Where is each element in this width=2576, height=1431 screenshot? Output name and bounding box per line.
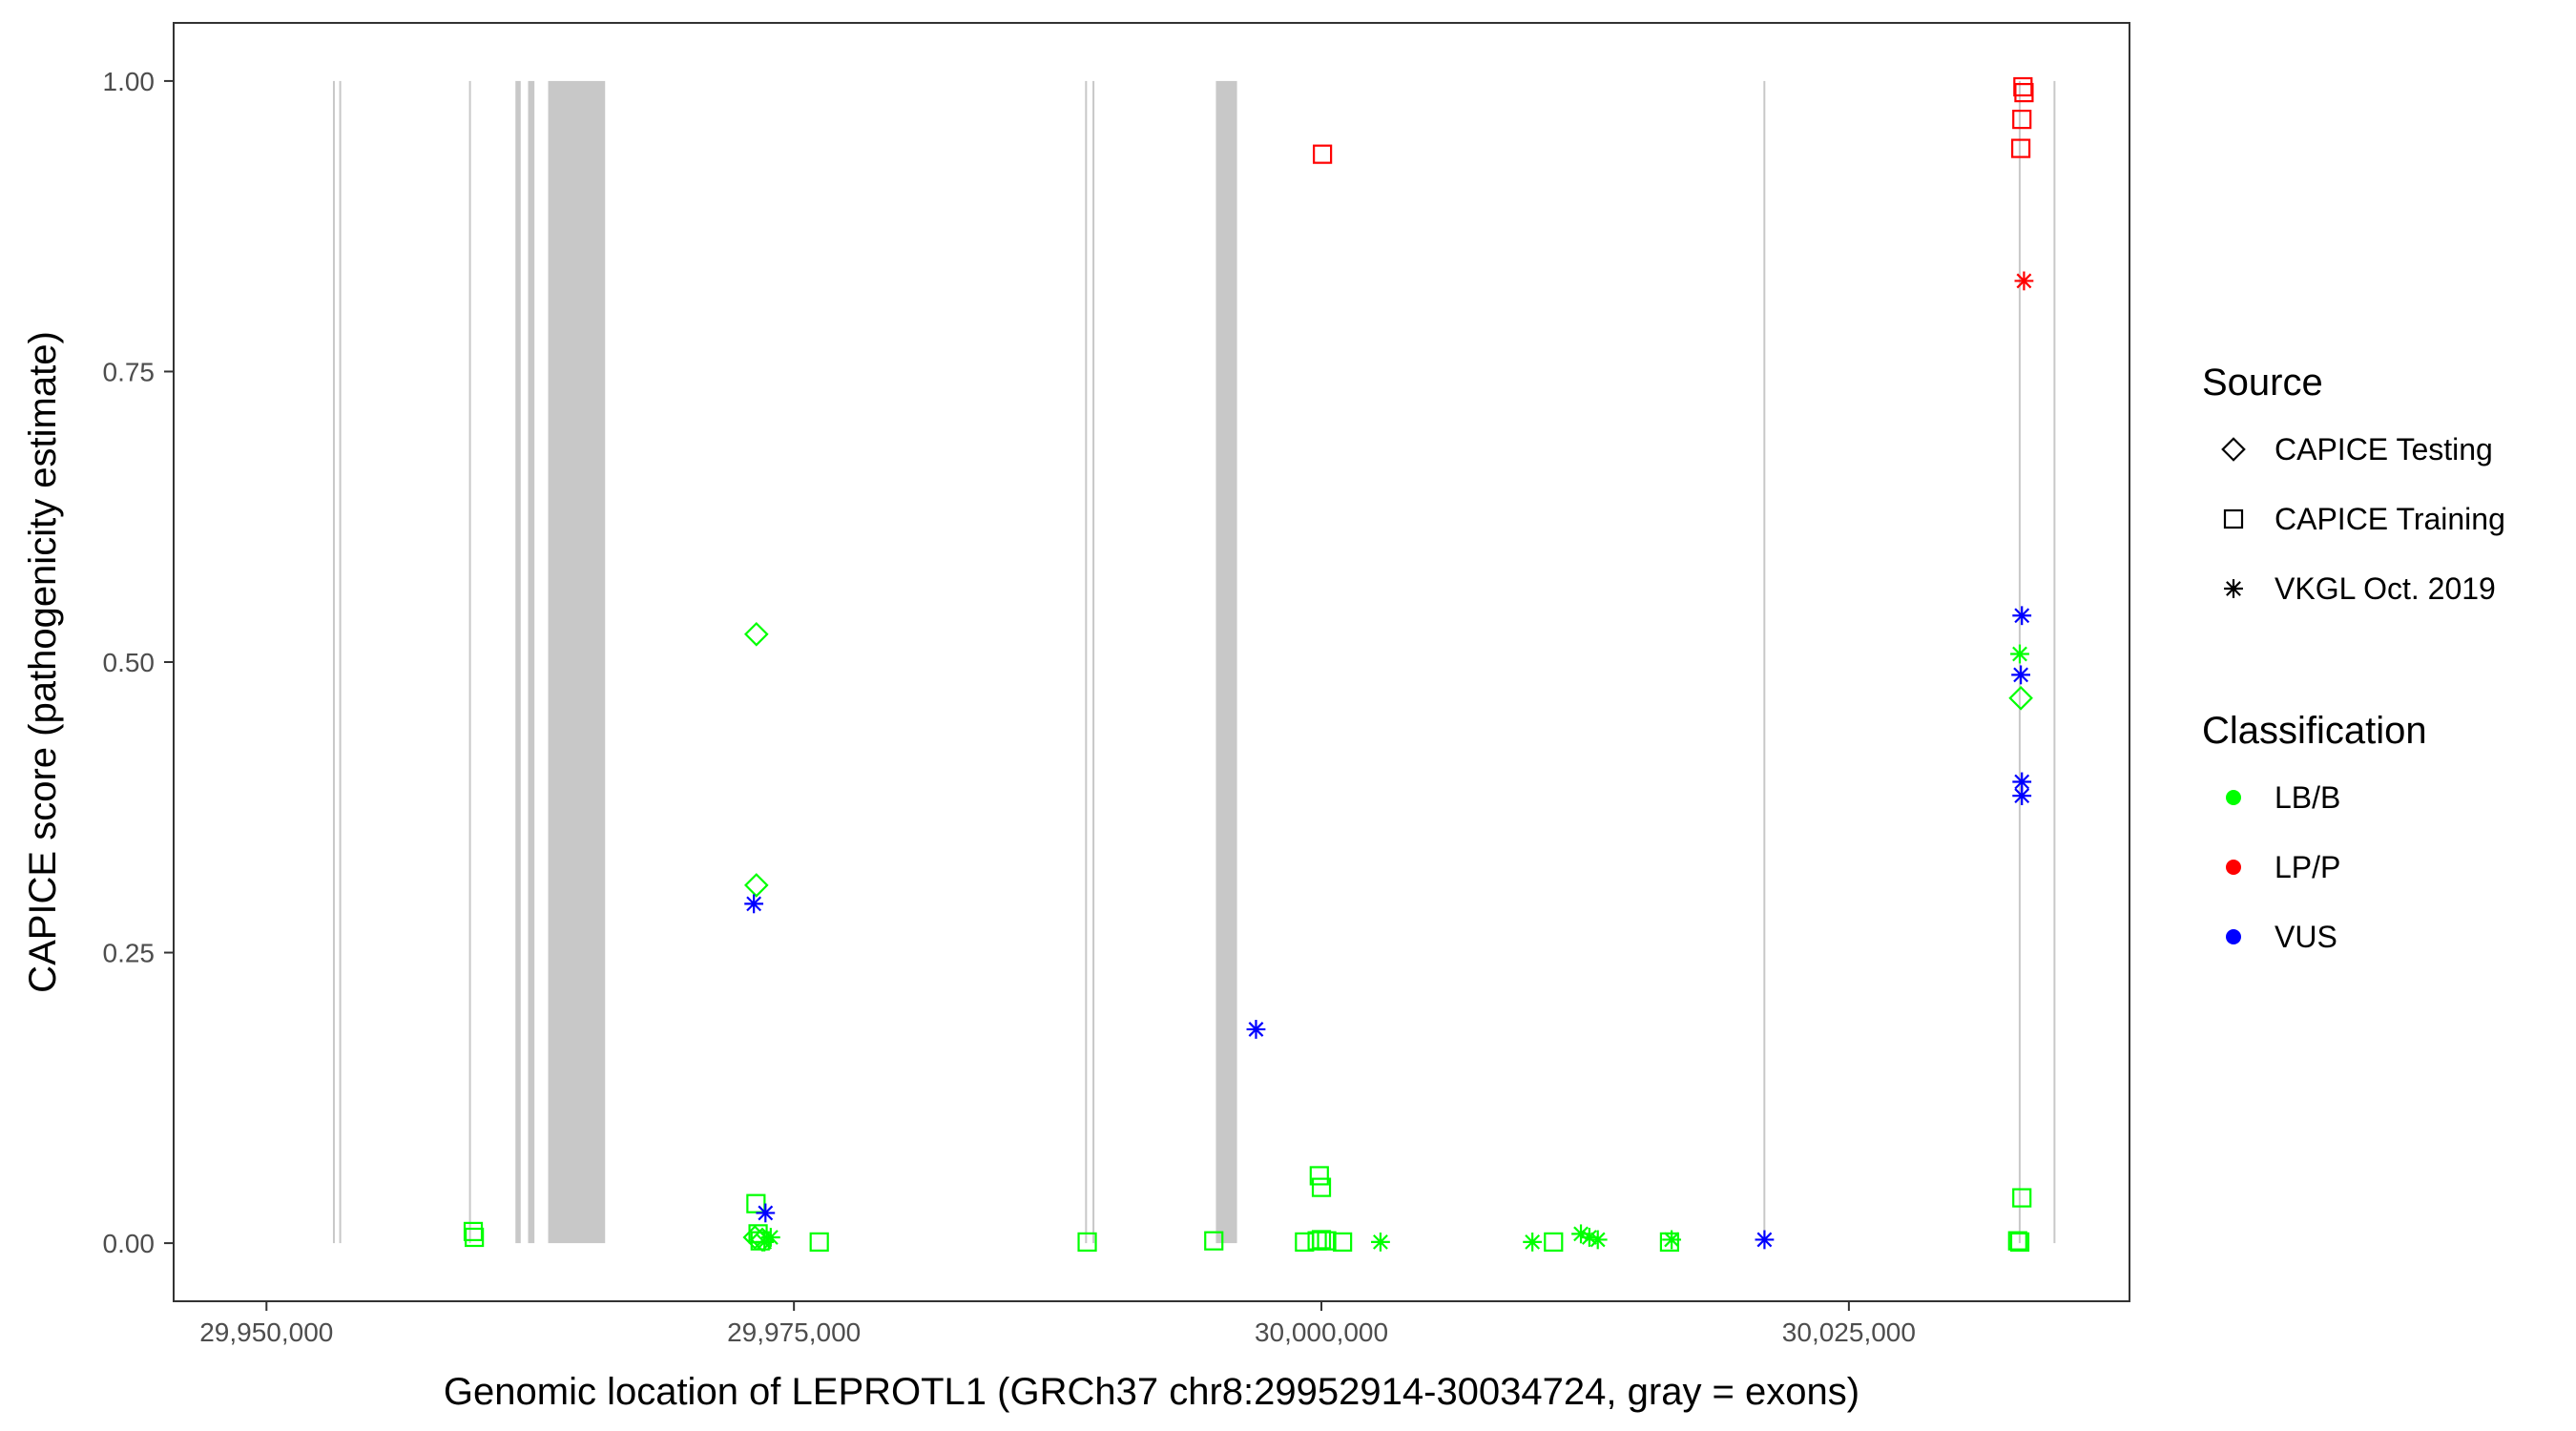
legend-key-dot: [2226, 790, 2241, 805]
exon-band: [528, 80, 535, 1244]
data-point: [2007, 1231, 2027, 1251]
data-point: [809, 1232, 829, 1252]
data-point: [2010, 644, 2029, 664]
data-point: [1544, 1232, 1564, 1252]
data-point: [1309, 1166, 1329, 1186]
data-point: [2012, 606, 2032, 626]
y-tick-label: 0.50: [103, 648, 156, 677]
data-point: [1311, 1177, 1332, 1197]
exon-layer: [332, 80, 2056, 1244]
data-point: [743, 873, 769, 898]
exon-band: [515, 80, 521, 1244]
data-point: [1659, 1232, 1680, 1252]
legend-label: VKGL Oct. 2019: [2275, 571, 2496, 606]
data-point: [744, 894, 764, 914]
data-point: [2011, 665, 2031, 685]
data-point: [2009, 1232, 2030, 1252]
data-point: [1317, 1231, 1337, 1251]
x-tick-label: 29,950,000: [199, 1317, 333, 1347]
y-axis-title: CAPICE score (pathogenicity estimate): [22, 331, 64, 993]
data-point: [1246, 1020, 1266, 1039]
data-point: [2011, 138, 2031, 158]
data-point: [1662, 1230, 1682, 1250]
data-point: [756, 1203, 776, 1223]
data-point: [2012, 1188, 2032, 1208]
legend-key-diamond: [2221, 437, 2246, 462]
data-point: [2008, 685, 2033, 711]
data-point: [2012, 110, 2032, 130]
x-tick-label: 30,000,000: [1255, 1317, 1388, 1347]
legend-key-square: [2223, 508, 2244, 529]
data-point: [1204, 1231, 1224, 1251]
y-tick-label: 1.00: [103, 67, 156, 96]
legend-label: CAPICE Testing: [2275, 432, 2493, 467]
data-point: [1755, 1230, 1775, 1250]
data-point: [1523, 1232, 1543, 1252]
y-tick-label: 0.25: [103, 939, 156, 968]
data-point: [2014, 271, 2034, 291]
data-point: [760, 1228, 780, 1247]
legend-title-classification: Classification: [2202, 710, 2427, 752]
data-point: [2013, 76, 2033, 97]
data-point: [1588, 1230, 1608, 1250]
legend-key-dot: [2226, 929, 2241, 944]
exon-band: [468, 80, 471, 1244]
data-point: [2014, 82, 2034, 103]
data-point: [463, 1221, 484, 1242]
data-point: [465, 1227, 485, 1248]
data-point: [1313, 144, 1333, 164]
exon-band: [2053, 80, 2056, 1244]
legend-label: LB/B: [2275, 780, 2340, 815]
x-tick-label: 29,975,000: [727, 1317, 861, 1347]
exon-band: [339, 80, 342, 1244]
data-point: [2012, 786, 2032, 805]
exon-band: [548, 80, 606, 1244]
legend: Source CAPICE Testing CAPICE Training VKGL …: [2202, 362, 2505, 954]
x-tick-label: 30,025,000: [1782, 1317, 1916, 1347]
data-point: [750, 1231, 770, 1251]
legend-key-dot: [2226, 860, 2241, 875]
legend-title-source: Source: [2202, 362, 2323, 404]
axis-layer: 29,950,000 29,975,000 30,000,000 30,025,000…: [103, 67, 1916, 1347]
legend-label: CAPICE Training: [2275, 502, 2505, 536]
legend-label: LP/P: [2275, 850, 2340, 884]
exon-band: [1763, 80, 1766, 1244]
data-point: [1311, 1230, 1332, 1250]
data-point: [742, 1225, 768, 1250]
exon-band: [332, 80, 335, 1244]
data-point: [743, 621, 769, 647]
x-axis-title: Genomic location of LEPROTL1 (GRCh37 chr…: [444, 1371, 1859, 1413]
y-tick-label: 0.00: [103, 1229, 156, 1258]
legend-key-asterisk: [2224, 579, 2243, 598]
data-point: [1333, 1232, 1353, 1252]
exon-band: [1215, 80, 1237, 1244]
legend-label: VUS: [2275, 920, 2337, 954]
data-point: [1077, 1232, 1097, 1252]
data-point: [1371, 1232, 1390, 1252]
exon-band: [1092, 80, 1095, 1244]
exon-band: [1085, 80, 1088, 1244]
y-tick-label: 0.75: [103, 357, 156, 386]
point-layer: [463, 76, 2034, 1253]
